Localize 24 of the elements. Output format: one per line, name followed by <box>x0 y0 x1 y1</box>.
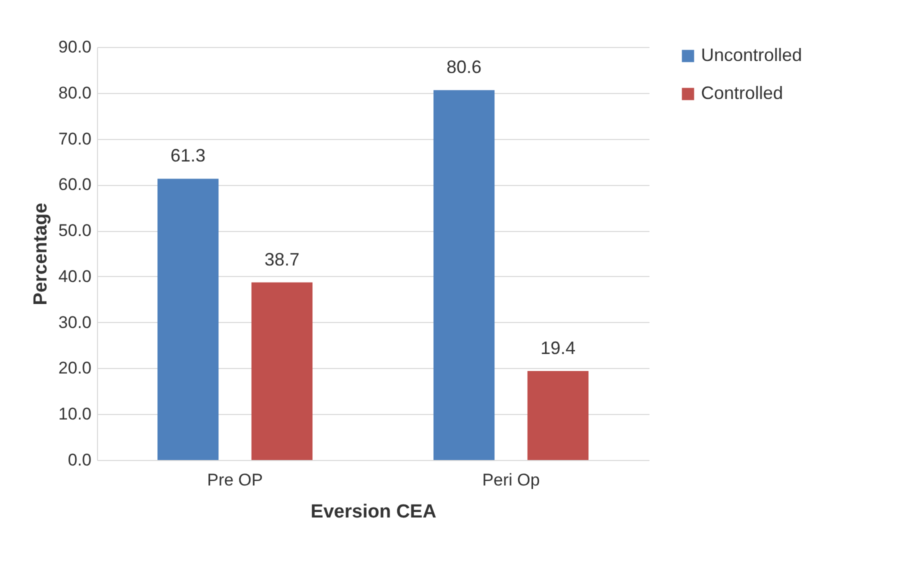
y-tick-label: 40.0 <box>58 266 92 286</box>
y-tick-label: 70.0 <box>58 129 92 148</box>
x-axis-title: Eversion CEA <box>310 502 437 522</box>
data-label: 61.3 <box>170 146 206 166</box>
x-tick-label: Peri Op <box>482 470 540 490</box>
y-tick-label: 20.0 <box>58 358 92 378</box>
legend-label: Controlled <box>701 83 784 103</box>
y-tick-label: 0.0 <box>68 450 92 470</box>
legend-label: Uncontrolled <box>701 45 802 65</box>
data-label: 80.6 <box>446 57 482 78</box>
bar <box>527 370 589 460</box>
y-tick-label: 50.0 <box>58 221 92 240</box>
y-axis-title: Percentage <box>30 202 52 306</box>
data-label: 19.4 <box>540 338 576 358</box>
x-tick-label: Pre OP <box>207 470 263 490</box>
y-tick-label: 30.0 <box>58 312 92 332</box>
y-tick-label: 60.0 <box>58 175 92 194</box>
y-tick-label: 10.0 <box>58 404 92 424</box>
bar <box>433 90 495 460</box>
y-tick-label: 90.0 <box>58 38 92 56</box>
bar <box>157 178 219 460</box>
data-label: 38.7 <box>264 249 300 270</box>
bar <box>251 282 313 460</box>
y-tick-label: 80.0 <box>58 83 92 102</box>
